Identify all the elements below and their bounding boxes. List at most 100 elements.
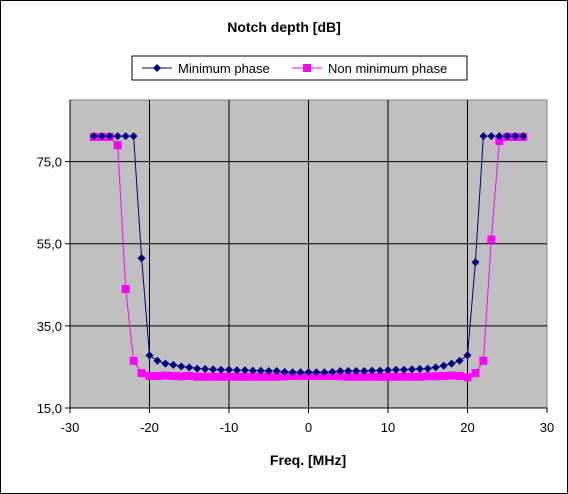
x-axis-label: Freq. [MHz] [270, 452, 346, 468]
legend-label-non-minimum-phase: Non minimum phase [328, 61, 447, 76]
data-point-minimum-phase [264, 367, 273, 376]
data-point-minimum-phase [113, 132, 122, 141]
data-point-non-minimum-phase [209, 372, 218, 381]
data-point-non-minimum-phase [217, 372, 226, 381]
data-point-non-minimum-phase [471, 369, 480, 378]
data-point-minimum-phase [384, 366, 392, 375]
data-point-non-minimum-phase [113, 141, 122, 150]
data-point-non-minimum-phase [384, 372, 392, 381]
data-point-non-minimum-phase [161, 371, 170, 380]
data-point-non-minimum-phase [463, 373, 472, 382]
data-point-minimum-phase [121, 132, 130, 141]
data-point-non-minimum-phase [169, 371, 178, 380]
data-point-non-minimum-phase [376, 372, 385, 381]
data-point-minimum-phase [232, 366, 241, 375]
data-point-non-minimum-phase [368, 372, 377, 381]
data-point-minimum-phase [304, 368, 313, 377]
data-point-minimum-phase [169, 360, 178, 369]
x-tick-label: -20 [140, 420, 159, 435]
x-tick-label: -30 [61, 420, 80, 435]
data-point-minimum-phase [225, 365, 233, 374]
y-tick-label: 35,0 [37, 319, 62, 334]
data-point-non-minimum-phase [495, 137, 504, 146]
data-point-minimum-phase [511, 132, 520, 141]
data-point-minimum-phase [105, 132, 114, 141]
axes: -30 -20 -10 0 10 20 30 15,0 35,0 55,0 75,0 [37, 100, 554, 435]
data-point-minimum-phase [407, 365, 416, 374]
data-point-minimum-phase [336, 367, 345, 376]
data-point-non-minimum-phase [344, 372, 353, 381]
data-point-minimum-phase [415, 364, 424, 373]
y-tick-label: 75,0 [37, 155, 62, 170]
data-point-non-minimum-phase [360, 372, 369, 381]
data-point-minimum-phase [296, 368, 305, 377]
data-point-minimum-phase [240, 366, 249, 375]
legend: Minimum phase Non minimum phase [131, 55, 468, 81]
data-point-non-minimum-phase [391, 372, 400, 381]
data-point-non-minimum-phase [185, 371, 194, 380]
data-point-minimum-phase [129, 132, 138, 141]
data-point-minimum-phase [328, 367, 337, 376]
data-point-minimum-phase [137, 254, 146, 263]
data-point-non-minimum-phase [399, 372, 408, 381]
data-point-minimum-phase [153, 356, 162, 365]
data-point-minimum-phase [288, 368, 297, 377]
data-point-minimum-phase [193, 364, 202, 373]
data-point-minimum-phase [495, 132, 504, 141]
data-point-non-minimum-phase [137, 369, 146, 378]
series-layer [89, 132, 528, 382]
data-point-minimum-phase [423, 364, 432, 373]
x-tick-label: 20 [460, 420, 474, 435]
data-point-non-minimum-phase [280, 372, 289, 381]
data-point-non-minimum-phase [336, 372, 345, 381]
data-point-non-minimum-phase [145, 371, 154, 380]
data-point-non-minimum-phase [352, 372, 361, 381]
data-point-non-minimum-phase [415, 372, 424, 381]
data-point-minimum-phase [161, 359, 170, 368]
data-point-minimum-phase [360, 367, 369, 376]
data-point-non-minimum-phase [121, 284, 130, 293]
data-point-non-minimum-phase [193, 372, 202, 381]
data-point-minimum-phase [463, 351, 472, 360]
data-point-minimum-phase [272, 367, 281, 376]
data-point-non-minimum-phase [439, 371, 448, 380]
data-point-minimum-phase [503, 132, 512, 141]
legend-marker-minimum-phase [153, 64, 161, 72]
data-point-minimum-phase [177, 362, 186, 371]
data-point-minimum-phase [344, 367, 353, 376]
data-point-minimum-phase [471, 258, 480, 267]
data-point-non-minimum-phase [232, 372, 241, 381]
data-point-non-minimum-phase [129, 356, 138, 365]
data-point-minimum-phase [391, 365, 400, 374]
data-point-minimum-phase [455, 356, 464, 365]
data-point-minimum-phase [312, 368, 321, 377]
data-point-minimum-phase [145, 351, 154, 360]
data-point-minimum-phase [431, 363, 440, 372]
data-point-minimum-phase [479, 132, 488, 141]
y-tick-label: 55,0 [37, 237, 62, 252]
data-point-non-minimum-phase [407, 372, 416, 381]
data-point-non-minimum-phase [328, 371, 337, 380]
data-point-non-minimum-phase [240, 372, 249, 381]
data-point-minimum-phase [256, 366, 265, 375]
data-point-minimum-phase [439, 361, 448, 370]
data-point-minimum-phase [447, 359, 456, 368]
data-point-minimum-phase [209, 365, 218, 374]
data-point-minimum-phase [97, 132, 106, 141]
chart-title: Notch depth [dB] [227, 19, 341, 35]
data-point-non-minimum-phase [256, 372, 265, 381]
data-point-non-minimum-phase [153, 371, 162, 380]
data-point-minimum-phase [320, 368, 329, 377]
x-tick-label: 10 [381, 420, 395, 435]
legend-label-minimum-phase: Minimum phase [178, 61, 270, 76]
x-tick-label: 0 [305, 420, 312, 435]
y-tick-label: 15,0 [37, 401, 62, 416]
data-point-non-minimum-phase [177, 372, 186, 381]
data-point-minimum-phase [399, 365, 408, 374]
data-point-non-minimum-phase [225, 372, 233, 381]
data-point-non-minimum-phase [264, 372, 273, 381]
data-point-non-minimum-phase [431, 372, 440, 381]
data-point-minimum-phase [201, 364, 210, 373]
data-point-non-minimum-phase [201, 372, 210, 381]
